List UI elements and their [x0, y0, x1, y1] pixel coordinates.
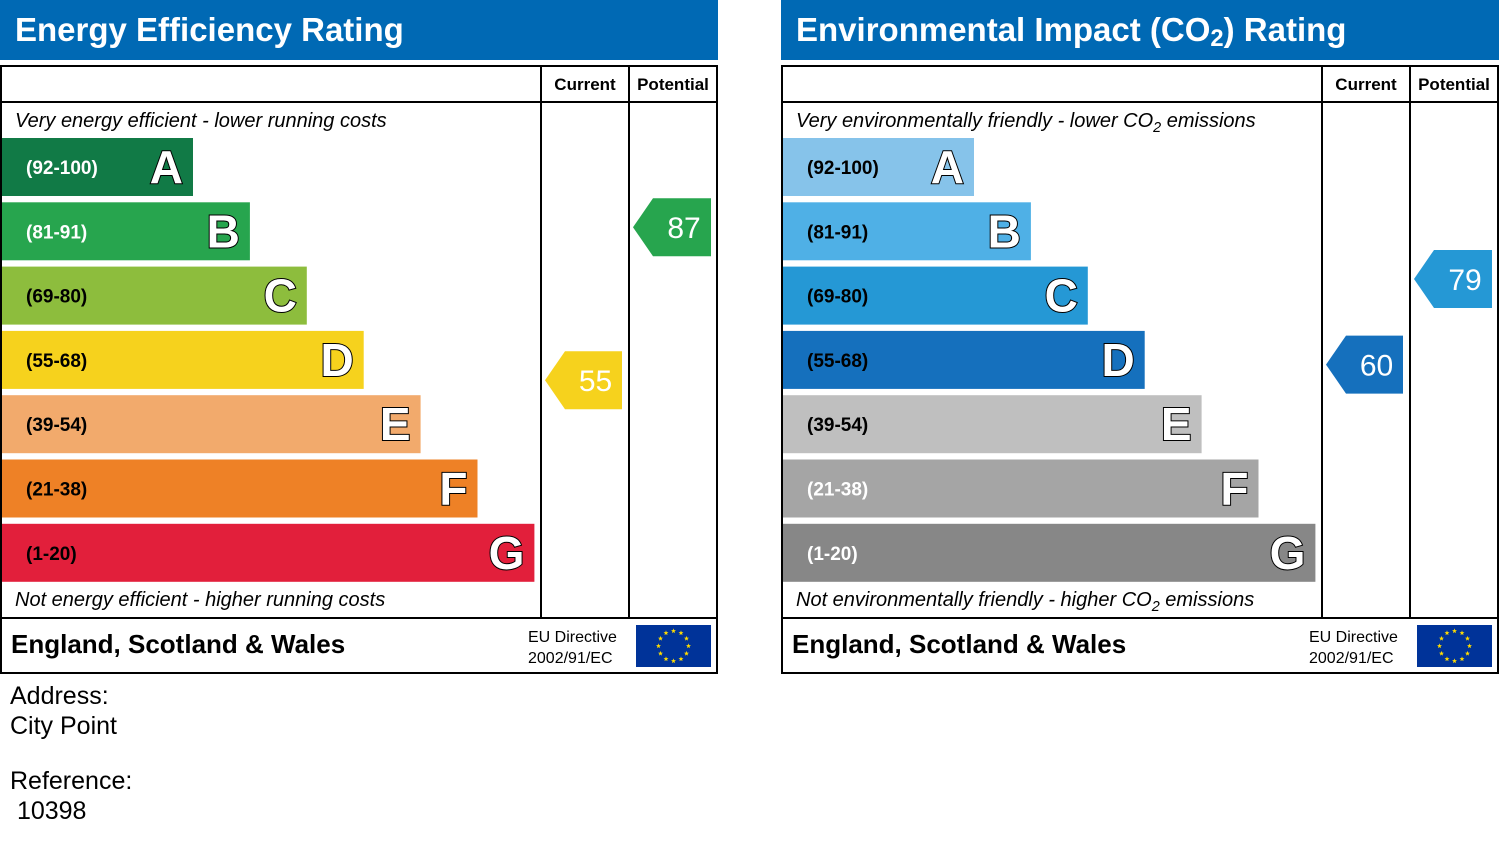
- band-bar-c: [2, 266, 307, 325]
- band-letter-label: C: [264, 270, 297, 322]
- bottom-note: Not environmentally friendly - higher CO…: [796, 589, 1254, 615]
- band-letter-label: A: [931, 141, 964, 193]
- band-bar-e: [2, 395, 421, 454]
- band-letter-label: E: [380, 398, 411, 450]
- current-rating-value: 60: [1360, 350, 1393, 383]
- band-bar-g: [2, 523, 535, 582]
- band-range-label: (81-91): [26, 222, 87, 243]
- potential-column-header: Potential: [1418, 75, 1490, 94]
- region-label: England, Scotland & Wales: [11, 629, 345, 659]
- band-bar-a: [783, 138, 974, 196]
- address-label: Address:: [10, 682, 109, 710]
- current-rating-arrow: [545, 351, 622, 410]
- band-bar-a: [2, 138, 193, 196]
- band-range-label: (92-100): [807, 158, 879, 179]
- band-bar-f: [783, 459, 1259, 518]
- chart-title: Environmental Impact (CO2​) Rating: [796, 11, 1346, 52]
- band-bar-f: [2, 459, 478, 518]
- directive-line-2: 2002/91/EC: [1309, 650, 1394, 667]
- current-column-header: Current: [554, 75, 616, 94]
- band-letter-label: B: [207, 205, 240, 257]
- potential-rating-arrow: [633, 198, 711, 257]
- band-range-label: (39-54): [807, 415, 868, 436]
- chart-frame: [781, 65, 1499, 674]
- region-label: England, Scotland & Wales: [792, 629, 1126, 659]
- band-letter-label: F: [439, 463, 467, 515]
- band-bar-g: [783, 523, 1316, 582]
- environmental-impact-chart: Environmental Impact (CO2​) Rating Curren…: [781, 0, 1499, 674]
- top-note: Very environmentally friendly - lower CO…: [796, 110, 1256, 136]
- directive-line-2: 2002/91/EC: [528, 650, 613, 667]
- band-range-label: (69-80): [26, 287, 87, 308]
- band-range-label: (1-20): [807, 544, 858, 565]
- band-range-label: (92-100): [26, 158, 98, 179]
- band-range-label: (81-91): [807, 222, 868, 243]
- band-bar-b: [783, 202, 1031, 261]
- bottom-note: Not energy efficient - higher running co…: [15, 589, 385, 611]
- band-letter-label: G: [489, 527, 525, 579]
- eu-flag-icon: [1417, 625, 1492, 667]
- band-bar-c: [783, 266, 1088, 325]
- band-range-label: (21-38): [807, 480, 868, 501]
- band-letter-label: C: [1045, 270, 1078, 322]
- directive-line-1: EU Directive: [1309, 629, 1398, 646]
- potential-column-header: Potential: [637, 75, 709, 94]
- band-bar-e: [783, 395, 1202, 454]
- potential-rating-arrow: [1414, 249, 1492, 308]
- band-range-label: (55-68): [807, 351, 868, 372]
- band-letter-label: D: [1101, 334, 1134, 386]
- band-letter-label: D: [320, 334, 353, 386]
- chart-title: Energy Efficiency Rating: [15, 11, 404, 48]
- band-letter-label: G: [1270, 527, 1306, 579]
- directive-line-1: EU Directive: [528, 629, 617, 646]
- reference-value: 10398: [10, 797, 87, 825]
- chart-header: [781, 0, 1499, 60]
- reference-label: Reference:: [10, 767, 133, 795]
- band-bar-d: [783, 330, 1145, 389]
- chart-header: [0, 0, 718, 60]
- band-bar-d: [2, 330, 364, 389]
- band-letter-label: A: [150, 141, 183, 193]
- band-range-label: (1-20): [26, 544, 77, 565]
- band-range-label: (39-54): [26, 415, 87, 436]
- band-range-label: (21-38): [26, 480, 87, 501]
- top-note: Very energy efficient - lower running co…: [15, 110, 387, 132]
- potential-rating-value: 87: [667, 212, 700, 245]
- eu-flag-icon: [636, 625, 711, 667]
- band-range-label: (55-68): [26, 351, 87, 372]
- band-bar-b: [2, 202, 250, 261]
- potential-rating-value: 79: [1448, 264, 1481, 297]
- band-letter-label: B: [988, 205, 1021, 257]
- address-value: City Point: [10, 712, 117, 740]
- energy-efficiency-chart: Energy Efficiency Rating Current Potential…: [0, 0, 718, 674]
- band-range-label: (69-80): [807, 287, 868, 308]
- chart-frame: [0, 65, 718, 674]
- band-letter-label: E: [1161, 398, 1192, 450]
- band-letter-label: F: [1220, 463, 1248, 515]
- current-rating-arrow: [1326, 335, 1403, 394]
- current-column-header: Current: [1335, 75, 1397, 94]
- current-rating-value: 55: [579, 365, 612, 398]
